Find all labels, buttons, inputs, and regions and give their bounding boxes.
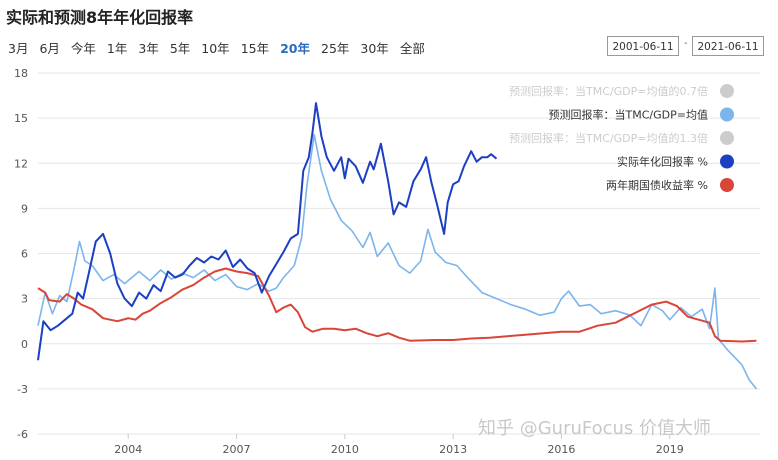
legend: 预测回报率：当TMC/GDP=均值的0.7倍预测回报率：当TMC/GDP=均值预… — [509, 84, 734, 192]
x-tick-label: 2016 — [547, 443, 575, 456]
range-button[interactable]: 今年 — [70, 41, 96, 56]
series-lines — [37, 102, 758, 390]
legend-marker — [720, 107, 734, 122]
y-tick-label: 3 — [21, 293, 28, 306]
range-button[interactable]: 10年 — [201, 41, 230, 56]
legend-label: 预测回报率：当TMC/GDP=均值 — [549, 108, 708, 122]
legend-marker — [720, 131, 734, 145]
y-tick-label: -3 — [17, 383, 28, 396]
range-button[interactable]: 5年 — [169, 41, 191, 56]
start-date-input[interactable]: 2001-06-11 — [607, 36, 679, 56]
y-axis-ticks: 18 15 12 9 6 3 0 -3 -6 — [14, 67, 28, 441]
legend-item[interactable]: 实际年化回报率 % — [617, 154, 734, 169]
watermark-text: 知乎 @GuruFocus 价值大师 — [478, 418, 711, 439]
y-tick-label: -6 — [17, 428, 28, 441]
y-tick-label: 12 — [14, 157, 28, 170]
range-selector: 3月 6月 今年 1年 3年 5年 10年 15年 20年 25年 30年 全部 — [8, 38, 436, 57]
y-tick-label: 0 — [21, 338, 28, 351]
legend-label: 预测回报率：当TMC/GDP=均值的0.7倍 — [509, 84, 708, 98]
chart-title: 实际和预测8年年化回报率 — [6, 8, 194, 27]
x-tick-label: 2013 — [439, 443, 467, 456]
x-tick-label: 2007 — [223, 443, 251, 456]
range-button[interactable]: 20年 — [280, 41, 310, 56]
legend-label: 两年期国债收益率 % — [606, 178, 708, 192]
range-button[interactable]: 全部 — [399, 41, 425, 56]
series-line[interactable] — [37, 102, 498, 361]
range-button[interactable]: 3月 — [8, 41, 29, 56]
legend-item[interactable]: 两年期国债收益率 % — [606, 178, 734, 192]
legend-item[interactable]: 预测回报率：当TMC/GDP=均值的0.7倍 — [509, 84, 734, 98]
range-button[interactable]: 15年 — [240, 41, 270, 56]
series-line[interactable] — [37, 133, 758, 390]
end-date-input[interactable]: 2021-06-11 — [692, 36, 764, 56]
y-tick-label: 9 — [21, 202, 28, 215]
range-button[interactable]: 25年 — [321, 41, 350, 56]
legend-item[interactable]: 预测回报率：当TMC/GDP=均值 — [549, 107, 734, 122]
y-tick-label: 6 — [21, 248, 28, 261]
legend-marker — [720, 84, 734, 98]
x-tick-label: 2019 — [656, 443, 684, 456]
legend-label: 预测回报率：当TMC/GDP=均值的1.3倍 — [509, 131, 708, 145]
legend-item[interactable]: 预测回报率：当TMC/GDP=均值的1.3倍 — [509, 131, 734, 145]
y-tick-label: 15 — [14, 112, 28, 125]
series-line[interactable] — [37, 267, 757, 343]
y-tick-label: 18 — [14, 67, 28, 80]
x-axis-ticks: 2004 2007 2010 2013 2016 2019 — [114, 434, 684, 456]
range-button[interactable]: 6月 — [39, 41, 60, 56]
range-button[interactable]: 1年 — [106, 41, 128, 56]
grid-lines — [38, 72, 760, 435]
date-separator: - — [684, 38, 688, 49]
x-tick-label: 2004 — [114, 443, 142, 456]
legend-marker — [720, 154, 734, 169]
legend-label: 实际年化回报率 % — [617, 155, 708, 169]
x-tick-label: 2010 — [331, 443, 359, 456]
range-button[interactable]: 3年 — [138, 41, 159, 56]
legend-marker — [720, 178, 734, 192]
range-button[interactable]: 30年 — [360, 41, 389, 56]
